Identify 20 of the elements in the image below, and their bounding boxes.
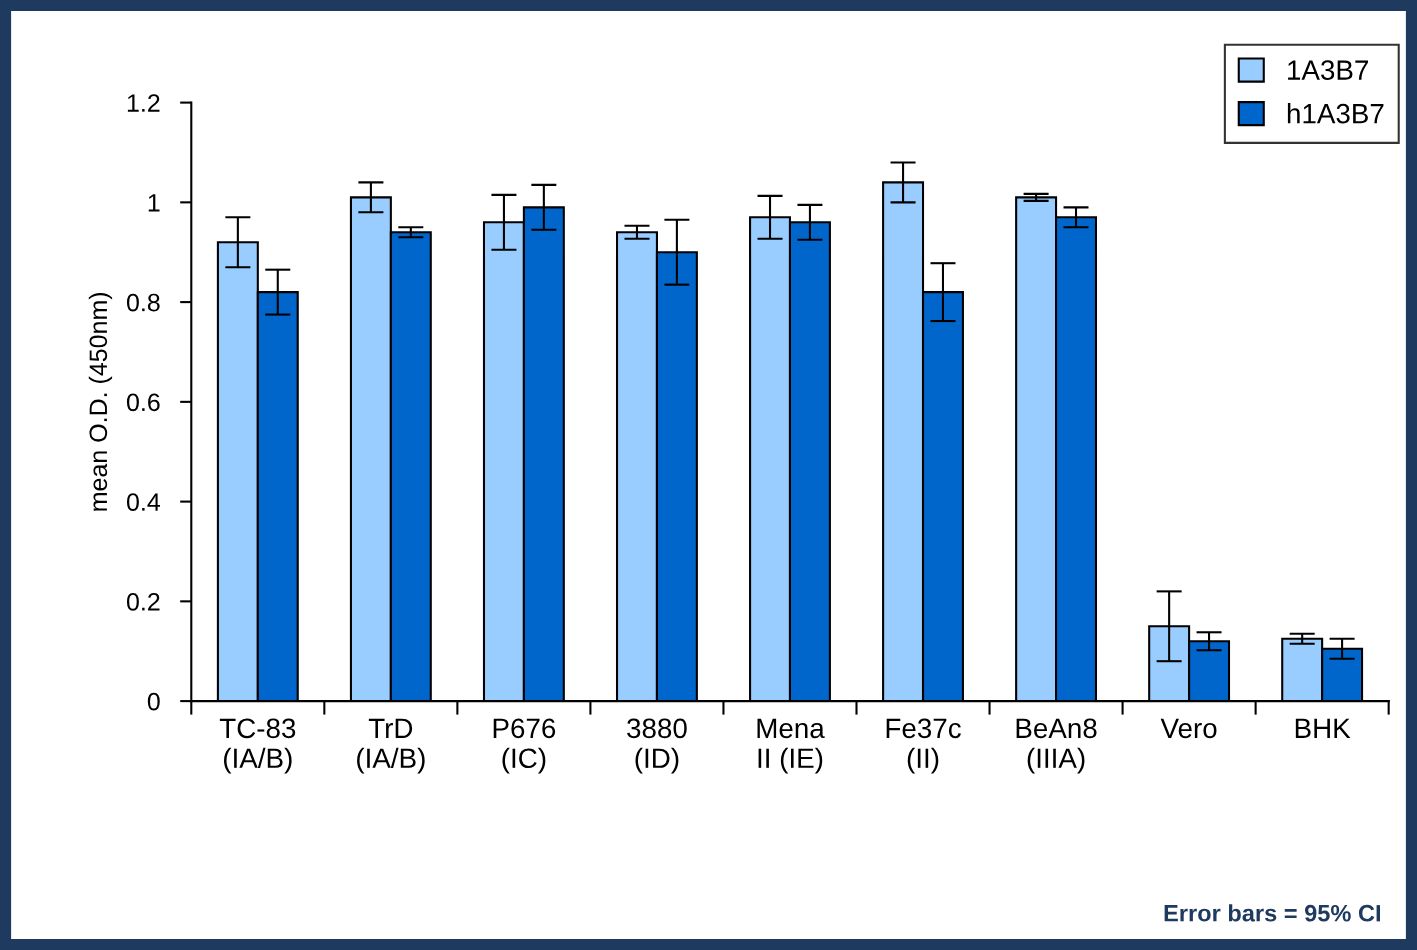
legend-label: 1A3B7	[1288, 60, 1368, 80]
legend-label: h1A3B7	[1287, 103, 1384, 124]
x-tick-label: Fe37c (II)	[886, 718, 961, 774]
y-axis-title: mean O.D. (450nm)	[88, 292, 113, 511]
y-tick-label: 1.2	[127, 94, 160, 112]
y-tick-label: 0.6	[126, 393, 160, 412]
x-tick-label: P676 (IC)	[493, 718, 556, 774]
x-tick-label: Mena II (IE)	[757, 718, 825, 774]
x-tick-label: BHK	[1295, 718, 1351, 738]
x-tick-label: BeAn8 (IIIA)	[1016, 718, 1097, 774]
x-tick-label: TC-83 (IA/B)	[219, 718, 296, 774]
x-tick-label: Vero	[1160, 718, 1217, 739]
x-tick-label: TrD (IA/B)	[357, 718, 425, 774]
y-tick-label: 1	[148, 194, 160, 212]
y-tick-label: 0.2	[126, 592, 160, 611]
y-tick-label: 0.4	[126, 493, 161, 511]
text: Error bars = 95% CI	[1164, 904, 1380, 922]
y-tick-label: 0.8	[126, 293, 160, 312]
x-tick-label: 3880 (ID)	[627, 718, 687, 774]
y-tick-label: 0	[147, 692, 160, 711]
